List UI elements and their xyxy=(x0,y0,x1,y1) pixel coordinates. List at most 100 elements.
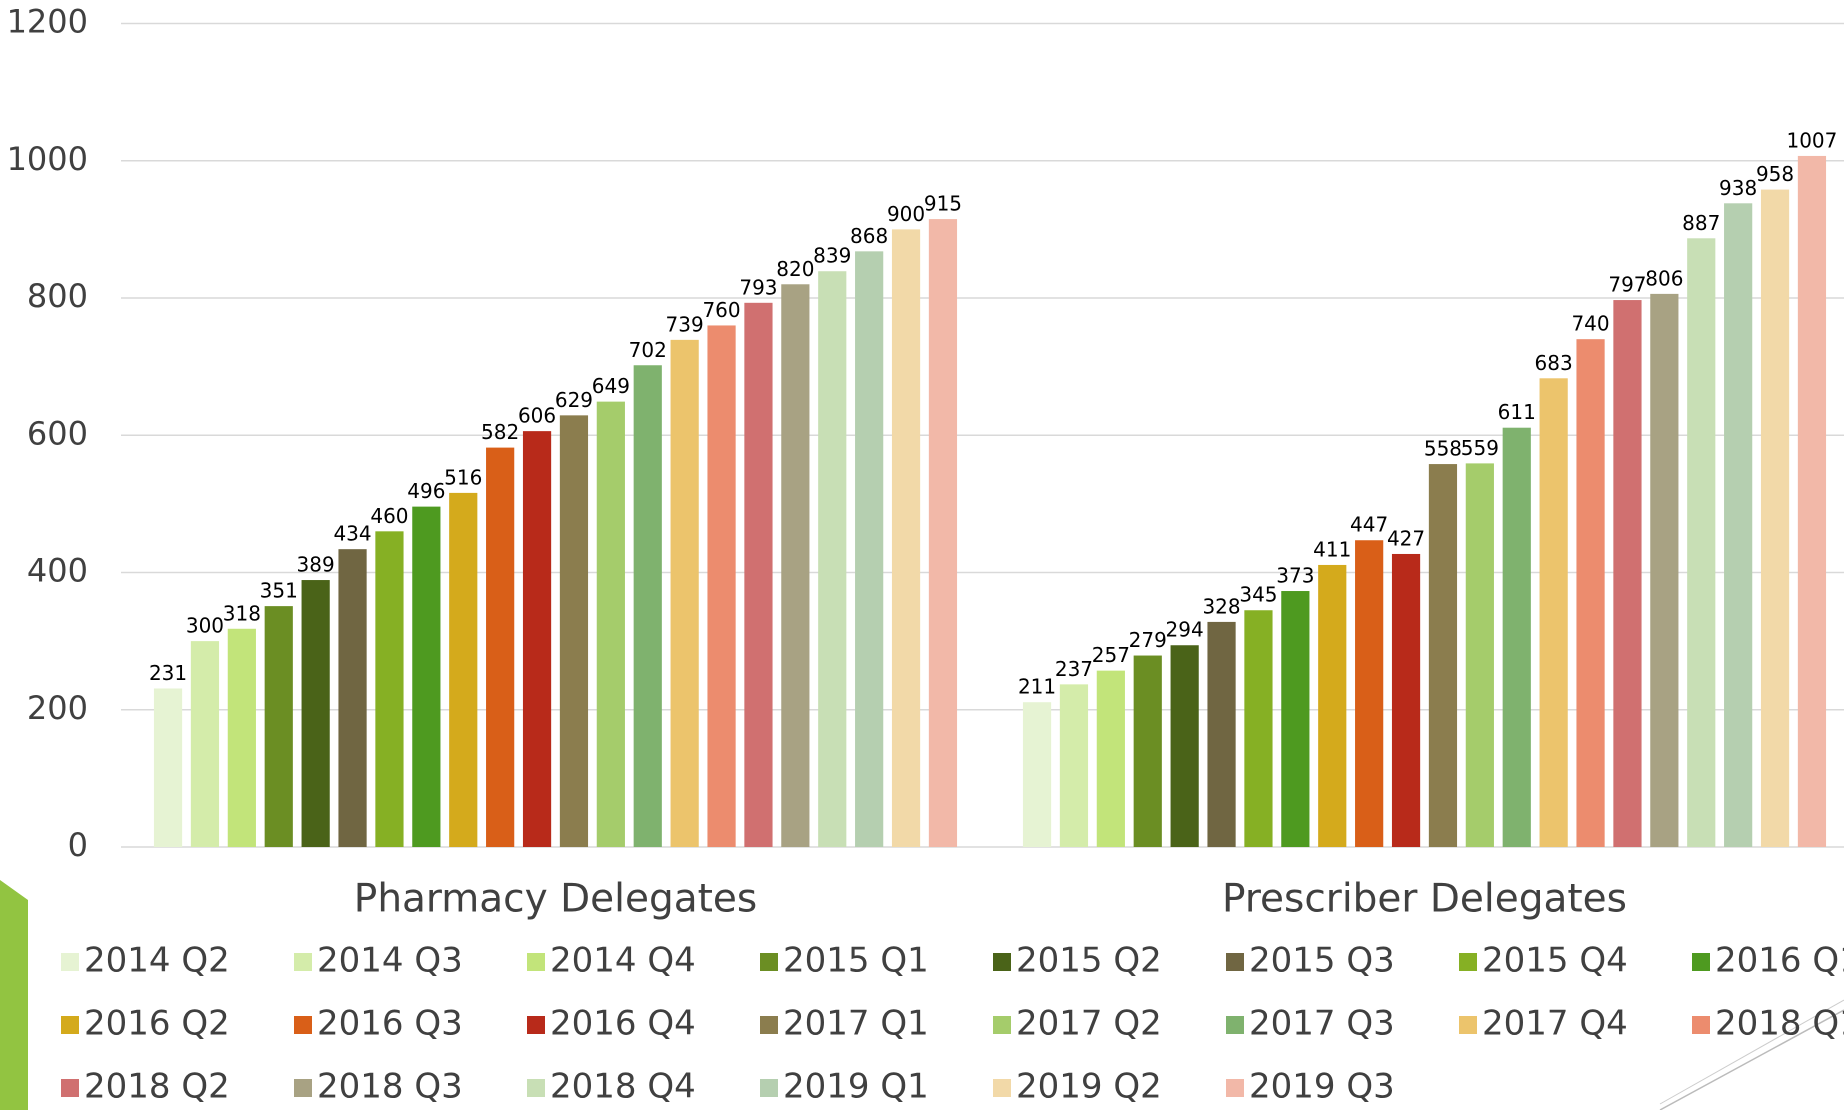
legend-label: 2014 Q4 xyxy=(550,941,696,981)
legend-label: 2019 Q3 xyxy=(1249,1067,1395,1107)
bar xyxy=(1539,378,1568,847)
bar xyxy=(1059,684,1089,847)
legend-label: 2019 Q2 xyxy=(1016,1067,1162,1107)
data-label: 294 xyxy=(1166,618,1204,642)
legend-swatch xyxy=(294,1079,312,1097)
legend-label: 2017 Q3 xyxy=(1249,1004,1395,1044)
bar xyxy=(1170,645,1199,847)
data-label: 797 xyxy=(1608,273,1646,297)
x-tick-label: Prescriber Delegates xyxy=(1222,877,1627,922)
data-label: 351 xyxy=(260,579,298,603)
data-label: 373 xyxy=(1276,564,1314,588)
bar xyxy=(1650,293,1679,847)
legend-swatch xyxy=(1459,953,1477,971)
legend-swatch xyxy=(1692,1016,1710,1034)
legend-swatch xyxy=(993,1016,1011,1034)
data-label: 558 xyxy=(1424,437,1462,461)
bar xyxy=(891,229,921,847)
data-label: 806 xyxy=(1645,266,1683,290)
bar xyxy=(596,401,625,847)
bar xyxy=(559,415,589,847)
y-tick-label: 600 xyxy=(27,414,88,452)
bar xyxy=(1502,427,1531,847)
legend-label: 2015 Q4 xyxy=(1482,941,1628,981)
x-tick-label: Pharmacy Delegates xyxy=(354,877,757,922)
data-label: 958 xyxy=(1756,162,1794,186)
legend-swatch xyxy=(1459,1016,1477,1034)
legend-swatch xyxy=(1226,1079,1244,1097)
bar xyxy=(1391,553,1421,847)
bar xyxy=(1022,702,1052,847)
data-label: 793 xyxy=(739,275,777,299)
bar xyxy=(1355,540,1384,847)
bar xyxy=(744,302,773,848)
data-label: 279 xyxy=(1129,628,1167,652)
legend-swatch xyxy=(760,1079,778,1097)
legend-label: 2016 Q2 xyxy=(84,1004,230,1044)
bar xyxy=(1687,238,1716,847)
data-label: 300 xyxy=(186,614,224,638)
bar xyxy=(190,641,220,847)
bar xyxy=(1207,621,1236,847)
bar xyxy=(1428,464,1458,847)
legend-label: 2015 Q2 xyxy=(1016,941,1162,981)
legend-swatch xyxy=(1226,1016,1244,1034)
bar xyxy=(855,251,884,847)
data-label: 740 xyxy=(1571,312,1609,336)
bar xyxy=(153,688,183,847)
bar xyxy=(1133,655,1162,847)
bar xyxy=(781,284,810,847)
legend-swatch xyxy=(993,1079,1011,1097)
legend-swatch xyxy=(760,1016,778,1034)
bar xyxy=(1797,155,1827,848)
legend-swatch xyxy=(61,1016,79,1034)
legend-label: 2016 Q3 xyxy=(317,1004,463,1044)
y-tick-label: 400 xyxy=(27,552,88,590)
bar xyxy=(227,628,256,847)
bar xyxy=(707,325,736,847)
legend-label: 2016 Q1 xyxy=(1715,941,1844,981)
bar xyxy=(412,506,441,847)
data-label: 683 xyxy=(1535,351,1573,375)
data-label: 1007 xyxy=(1786,128,1837,152)
data-label: 649 xyxy=(592,374,630,398)
data-label: 702 xyxy=(629,338,667,362)
data-label: 760 xyxy=(702,298,740,322)
decor-line xyxy=(1659,1009,1844,1110)
data-label: 938 xyxy=(1719,176,1757,200)
bar xyxy=(264,606,293,847)
bar xyxy=(633,365,662,847)
y-tick-label: 0 xyxy=(68,826,88,864)
legend-swatch xyxy=(1692,953,1710,971)
y-tick-label: 200 xyxy=(27,689,88,727)
bar xyxy=(1613,300,1642,848)
data-label: 427 xyxy=(1387,526,1425,550)
bar xyxy=(1244,610,1273,847)
data-label: 887 xyxy=(1682,211,1720,235)
data-label: 211 xyxy=(1018,675,1056,699)
bar xyxy=(1576,339,1605,847)
legend-swatch xyxy=(527,1079,545,1097)
data-label: 839 xyxy=(813,244,851,268)
data-label: 629 xyxy=(555,388,593,412)
data-label: 434 xyxy=(333,522,371,546)
data-label: 460 xyxy=(370,504,408,528)
legend-swatch xyxy=(993,953,1011,971)
bar xyxy=(1096,670,1125,847)
legend-swatch xyxy=(527,1016,545,1034)
data-label: 447 xyxy=(1350,513,1388,537)
y-tick-label: 800 xyxy=(27,277,88,315)
legend-label: 2017 Q4 xyxy=(1482,1004,1628,1044)
legend-label: 2015 Q3 xyxy=(1249,941,1395,981)
data-label: 900 xyxy=(887,202,925,226)
bar xyxy=(338,549,367,847)
data-label: 739 xyxy=(666,312,704,336)
bar xyxy=(522,431,552,847)
bar xyxy=(375,531,404,847)
bar xyxy=(1724,203,1753,848)
legend-label: 2017 Q2 xyxy=(1016,1004,1162,1044)
legend-label: 2018 Q4 xyxy=(550,1067,696,1107)
decor-triangle xyxy=(0,880,28,1110)
legend-swatch xyxy=(61,1079,79,1097)
